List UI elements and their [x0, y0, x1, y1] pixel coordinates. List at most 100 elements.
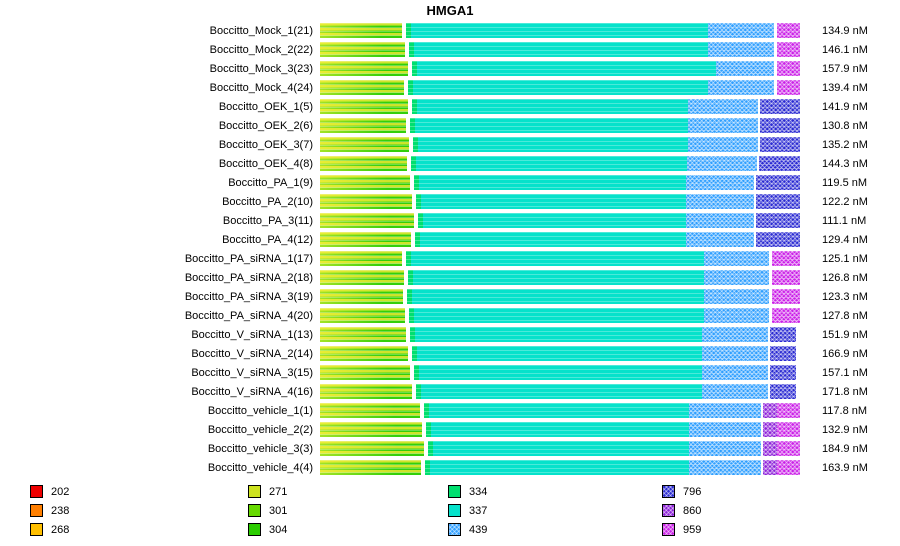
sample-row: Boccitto_V_siRNA_2(14) 166.9 nM	[0, 344, 900, 363]
sample-row: Boccitto_V_siRNA_1(13) 151.9 nM	[0, 325, 900, 344]
bar-segment-b796	[770, 346, 796, 361]
sample-row: Boccitto_Mock_3(23) 157.9 nM	[0, 59, 900, 78]
bar-segment-g	[320, 232, 411, 247]
bar-segment-s334	[424, 403, 429, 418]
bar-segment-g	[320, 175, 410, 190]
probe-bar	[320, 80, 800, 95]
bar-segment-b439	[689, 403, 761, 418]
bar-segment-gap	[796, 365, 800, 380]
bar-segment-b439	[688, 137, 758, 152]
probe-bar	[320, 289, 800, 304]
bar-segment-gap	[754, 213, 756, 228]
bar-segment-s334	[406, 23, 411, 38]
bar-segment-b796	[756, 213, 800, 228]
sample-value: 127.8 nM	[822, 309, 868, 322]
sample-row: Boccitto_PA_3(11) 111.1 nM	[0, 211, 900, 230]
sample-row: Boccitto_V_siRNA_4(16) 171.8 nM	[0, 382, 900, 401]
bar-segment-c	[423, 213, 686, 228]
legend-item: 860	[662, 501, 701, 520]
sample-value: 139.4 nM	[822, 81, 868, 94]
bar-segment-gap	[410, 175, 414, 190]
legend-item: 268	[30, 520, 69, 539]
probe-bar	[320, 194, 800, 209]
bar-segment-c	[414, 308, 704, 323]
bar-segment-c	[418, 137, 688, 152]
sample-row: Boccitto_vehicle_3(3) 184.9 nM	[0, 439, 900, 458]
bar-segment-p860	[763, 422, 777, 437]
sample-value: 117.8 nM	[822, 404, 868, 417]
legend-item: 959	[662, 520, 701, 539]
sample-label: Boccitto_vehicle_4(4)	[207, 461, 313, 474]
bar-segment-s334	[412, 346, 417, 361]
legend-swatch-334	[448, 485, 461, 498]
bar-segment-gap	[758, 99, 760, 114]
probe-bar	[320, 42, 800, 57]
bar-segment-gap	[754, 232, 756, 247]
probe-bar	[320, 213, 800, 228]
sample-label: Boccitto_Mock_3(23)	[209, 62, 313, 75]
bar-segment-gap	[768, 384, 770, 399]
bar-segment-b439	[702, 327, 768, 342]
bar-segment-s334	[416, 384, 421, 399]
bar-segment-c	[416, 156, 687, 171]
bar-segment-s334	[407, 289, 412, 304]
probe-bar	[320, 99, 800, 114]
legend-value: 860	[683, 504, 702, 517]
bar-segment-g	[320, 289, 403, 304]
bar-segment-p959	[777, 441, 800, 456]
sample-value: 126.8 nM	[822, 271, 868, 284]
bar-segment-s334	[425, 460, 430, 475]
sample-row: Boccitto_Mock_2(22) 146.1 nM	[0, 40, 900, 59]
bar-segment-gap	[761, 441, 763, 456]
bar-segment-b439	[704, 251, 769, 266]
bar-segment-g	[320, 80, 404, 95]
sample-row: Boccitto_Mock_4(24) 139.4 nM	[0, 78, 900, 97]
sample-label: Boccitto_vehicle_1(1)	[207, 404, 313, 417]
bar-segment-c	[412, 289, 704, 304]
bar-segment-gap	[408, 346, 412, 361]
legend-column: 796 860 959	[662, 482, 701, 539]
bar-segment-b796	[759, 156, 800, 171]
bar-segment-g	[320, 194, 412, 209]
bar-segment-p860	[763, 460, 777, 475]
sample-label: Boccitto_PA_siRNA_2(18)	[184, 271, 313, 284]
sample-value: 122.2 nM	[822, 195, 868, 208]
chart-title: HMGA1	[426, 3, 474, 18]
bar-segment-s334	[426, 422, 431, 437]
bar-segment-c	[421, 384, 702, 399]
sample-value: 157.1 nM	[822, 366, 868, 379]
bar-segment-gap	[757, 156, 759, 171]
bar-segment-g	[320, 251, 402, 266]
probe-bar	[320, 251, 800, 266]
sample-value: 163.9 nM	[822, 461, 868, 474]
bar-segment-b796	[770, 384, 796, 399]
bar-segment-gap	[420, 403, 424, 418]
bar-segment-gap	[407, 156, 411, 171]
bar-segment-gap	[409, 137, 413, 152]
bar-segment-gap	[774, 23, 777, 38]
bar-segment-g	[320, 61, 408, 76]
bar-segment-b796	[760, 118, 800, 133]
legend-value: 268	[51, 523, 70, 536]
legend-swatch-238	[30, 504, 43, 517]
bar-segment-s334	[414, 175, 419, 190]
legend-swatch-301	[248, 504, 261, 517]
bar-segment-gap	[402, 251, 406, 266]
bar-segment-c	[414, 42, 708, 57]
bar-segment-s334	[408, 80, 413, 95]
sample-value: 144.3 nM	[822, 157, 868, 170]
bar-segment-b439	[689, 460, 761, 475]
bar-segment-c	[430, 460, 689, 475]
bar-segment-s334	[410, 118, 415, 133]
bar-segment-c	[415, 327, 702, 342]
sample-label: Boccitto_PA_3(11)	[222, 214, 313, 227]
bar-segment-g	[320, 118, 406, 133]
legend-swatch-796	[662, 485, 675, 498]
bar-segment-b439	[689, 422, 761, 437]
bar-segment-b796	[756, 232, 800, 247]
bar-segment-g	[320, 460, 421, 475]
legend-swatch-860	[662, 504, 675, 517]
bar-segment-s334	[409, 308, 414, 323]
bar-segment-g	[320, 156, 407, 171]
legend-swatch-337	[448, 504, 461, 517]
